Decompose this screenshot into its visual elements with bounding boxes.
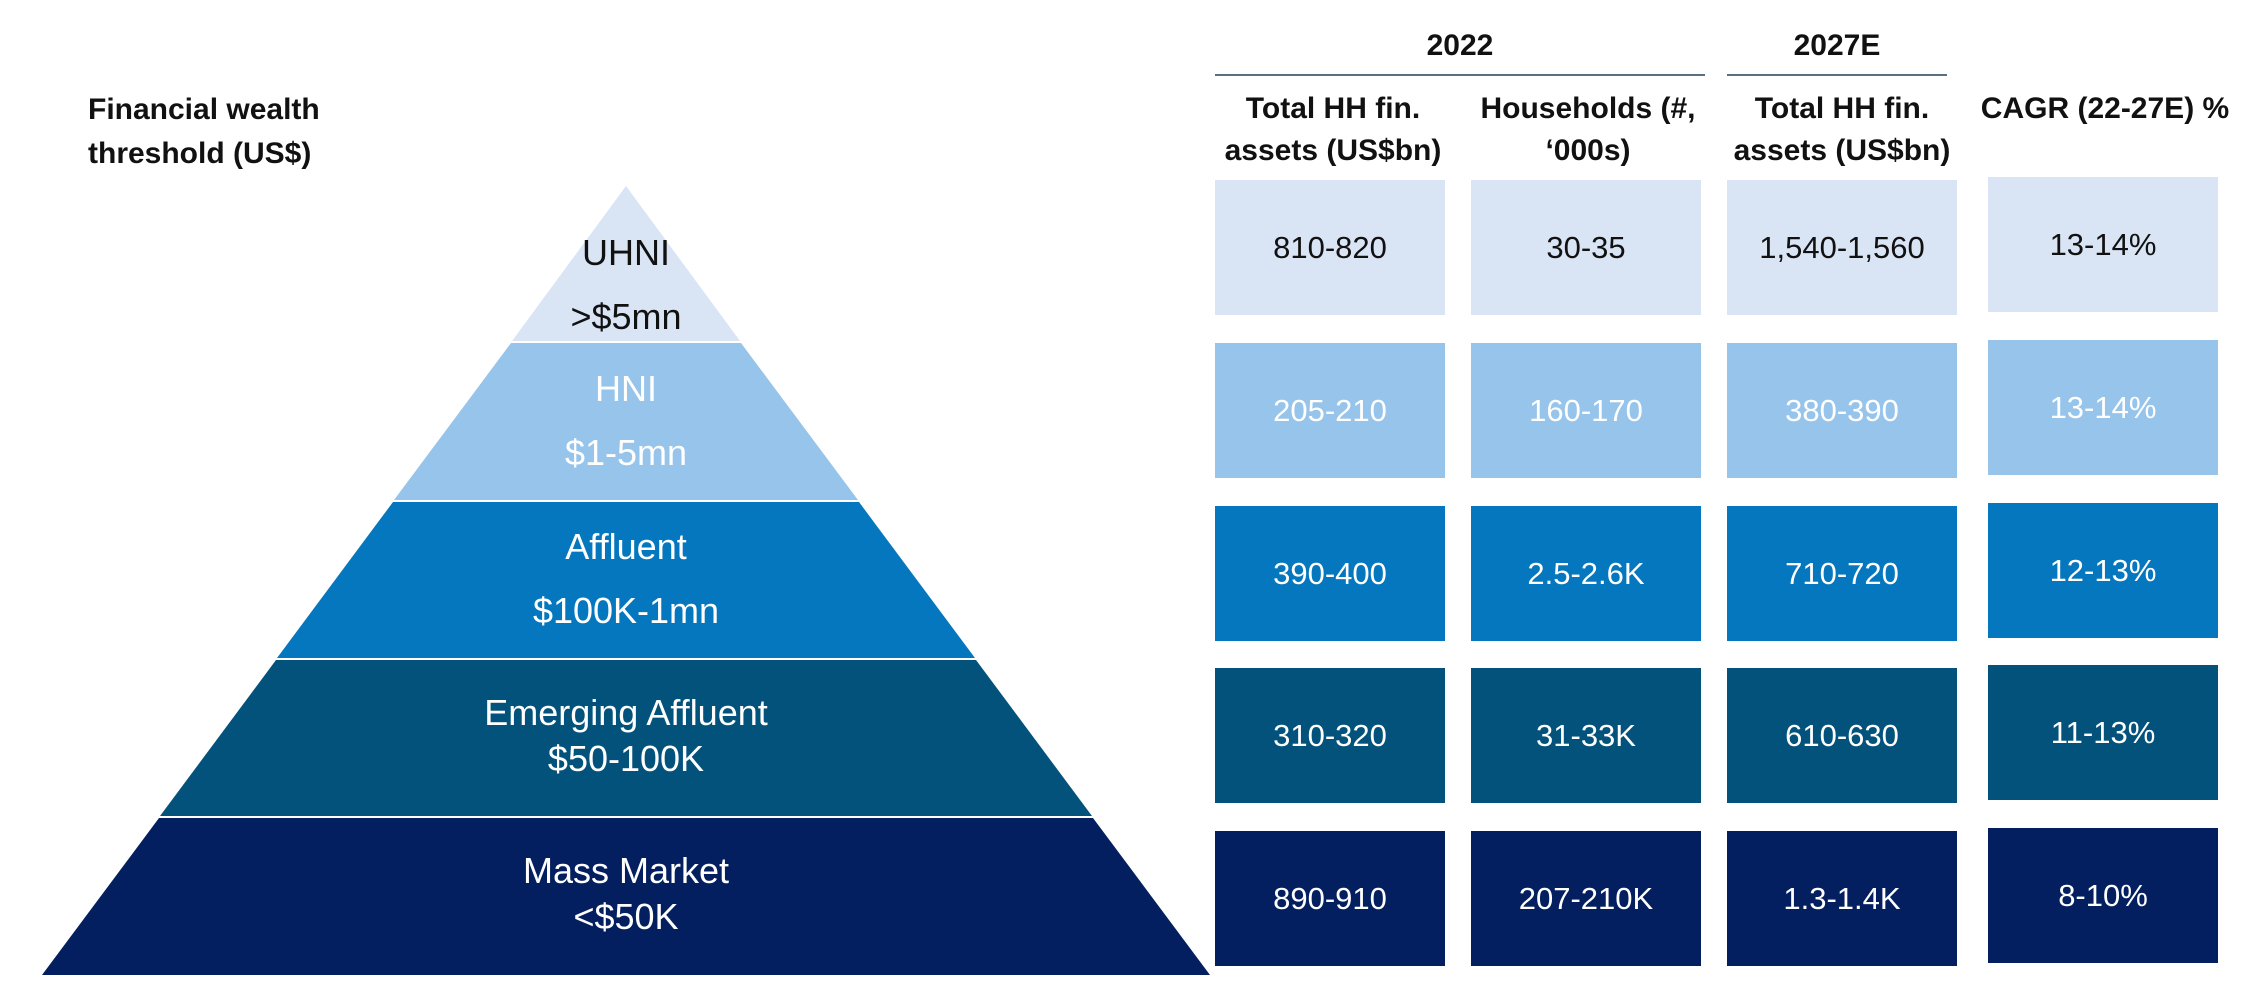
column-header-assets-2027: Total HH fin. assets (US$bn) [1733,92,1951,167]
cell-assets-2027-uhni: 1,540-1,560 [1727,180,1957,315]
tier-label-emerging-affluent: Emerging Affluent $50-100K [276,690,976,782]
cell-assets-2022-hni: 205-210 [1215,343,1445,478]
tier-range: $1-5mn [564,432,688,473]
tier-name: Affluent [565,526,687,567]
year-rule-2027 [1727,74,1947,76]
tier-label-hni: HNI $1-5mn [276,366,976,476]
year-header-2022: 2022 [1426,29,1494,62]
pyramid-tier-hni [394,343,858,500]
tier-name: UHNI [582,232,670,273]
column-header-cagr: CAGR (22-27E) % [1980,92,2230,125]
cell-assets-2022-emerging-affluent: 310-320 [1215,668,1445,803]
cell-households-2022-mass-market: 207-210K [1471,831,1701,966]
tier-range: >$5mn [570,296,682,337]
tier-name: HNI [595,368,657,409]
pyramid-tier-affluent [277,502,975,658]
tier-name: Emerging Affluent [484,692,768,733]
cell-cagr-affluent: 12-13% [1988,503,2218,638]
cell-assets-2027-mass-market: 1.3-1.4K [1727,831,1957,966]
tier-range: $100K-1mn [532,590,720,631]
tier-range: <$50K [573,896,679,937]
cell-cagr-hni: 13-14% [1988,340,2218,475]
tier-label-mass-market: Mass Market <$50K [276,848,976,940]
column-header-households-2022: Households (#, ‘000s) [1480,92,1696,167]
cell-assets-2027-hni: 380-390 [1727,343,1957,478]
cell-assets-2022-uhni: 810-820 [1215,180,1445,315]
cell-cagr-mass-market: 8-10% [1988,828,2218,963]
pyramid-tier-uhni [512,186,740,341]
tier-label-affluent: Affluent $100K-1mn [276,524,976,634]
cell-households-2022-affluent: 2.5-2.6K [1471,506,1701,641]
column-header-assets-2022: Total HH fin. assets (US$bn) [1224,92,1442,167]
pyramid-tier-emerging-affluent [160,660,1092,816]
cell-cagr-emerging-affluent: 11-13% [1988,665,2218,800]
cell-assets-2022-mass-market: 890-910 [1215,831,1445,966]
cell-households-2022-hni: 160-170 [1471,343,1701,478]
pyramid-tier-mass-market [42,818,1210,975]
cell-assets-2022-affluent: 390-400 [1215,506,1445,641]
tier-name: Mass Market [522,850,730,891]
threshold-title: Financial wealth threshold (US$) [88,93,320,170]
tier-label-uhni: UHNI >$5mn [276,230,976,340]
year-rule-2022 [1215,74,1705,76]
cell-cagr-uhni: 13-14% [1988,177,2218,312]
cell-households-2022-uhni: 30-35 [1471,180,1701,315]
cell-households-2022-emerging-affluent: 31-33K [1471,668,1701,803]
year-header-2027: 2027E [1793,29,1881,62]
cell-assets-2027-affluent: 710-720 [1727,506,1957,641]
wealth-pyramid [42,186,1210,975]
cell-assets-2027-emerging-affluent: 610-630 [1727,668,1957,803]
tier-range: $50-100K [547,738,705,779]
